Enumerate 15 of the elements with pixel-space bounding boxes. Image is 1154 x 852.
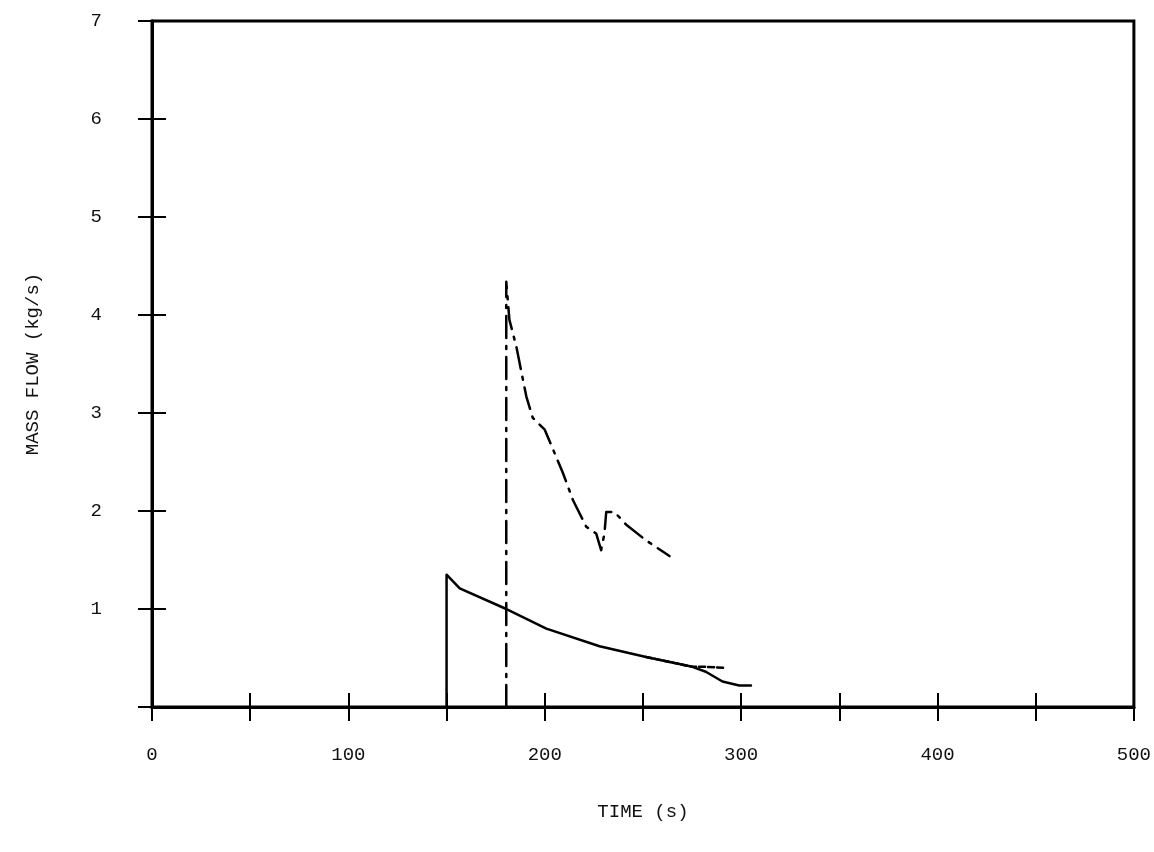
- x-tick-label: 0: [146, 743, 158, 766]
- y-tick-label: 5: [90, 206, 102, 228]
- y-tick-label: 1: [90, 598, 102, 620]
- y-tick-label: 4: [90, 304, 102, 326]
- x-tick-label: 200: [527, 743, 562, 766]
- x-tick-label: 300: [724, 743, 759, 766]
- x-tick-label: 400: [920, 743, 955, 766]
- y-tick-label: 6: [90, 108, 102, 130]
- y-tick-label: 7: [90, 10, 102, 32]
- y-axis-title: MASS FLOW (kg/s): [21, 272, 44, 456]
- x-tick-label: 500: [1116, 743, 1152, 766]
- x-tick-label: 100: [331, 743, 366, 766]
- y-tick-label: 2: [90, 500, 102, 522]
- y-tick-label: 3: [90, 402, 102, 424]
- x-axis-title: TIME (s): [597, 800, 689, 823]
